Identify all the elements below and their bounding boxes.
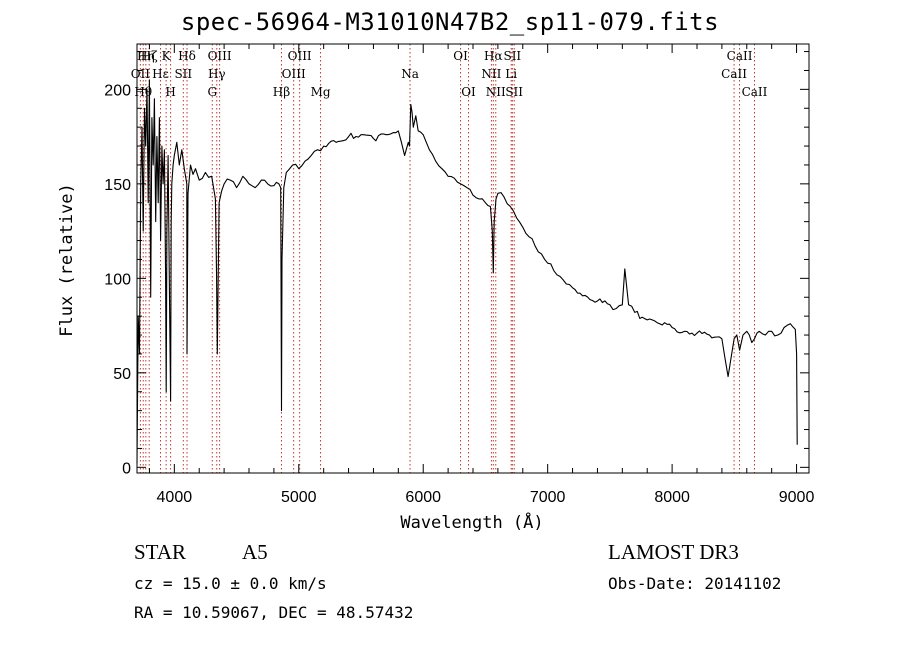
spectral-line-label: Hβ [273, 85, 290, 99]
spectral-line-label: OIII [208, 49, 232, 63]
y-tick-label: 200 [104, 82, 131, 99]
spectral-line-label: Li [505, 67, 517, 81]
spectral-line-label: Hζ [141, 49, 158, 63]
spectral-line-label: K [162, 49, 172, 63]
x-tick-label: 7000 [530, 489, 566, 506]
spectral-line-label: Na [401, 67, 419, 81]
spectral-line-label: NII [481, 67, 501, 81]
axis-ticks-layer: 4000 5000 6000 7000 8000 9000 0 50 100 150 200 [104, 44, 814, 506]
spectral-line-label: OI [461, 85, 476, 99]
series-layer [136, 79, 798, 464]
spectral-line-label: Hα [484, 49, 503, 63]
spectral-line-label: Hη [137, 49, 155, 63]
x-tick-label: 8000 [654, 489, 690, 506]
survey-name: LAMOST DR3 [608, 540, 739, 564]
object-subclass: A5 [242, 540, 268, 564]
y-axis-label: Flux (relative) [57, 183, 77, 337]
spectral-line-label: Hδ [178, 49, 196, 63]
plot-frame [136, 43, 810, 474]
spectral-line-label: Mg [311, 85, 331, 99]
spectral-line-label: SII [174, 67, 192, 81]
x-tick-label: 4000 [157, 489, 193, 506]
x-axis-label: Wavelength (Å) [400, 511, 543, 533]
obs-date: Obs-Date: 20141102 [608, 574, 782, 593]
flux-series-line [136, 79, 798, 464]
x-tick-label: 6000 [405, 489, 441, 506]
x-tick-label: 9000 [779, 489, 815, 506]
spectral-line-label: CaII [742, 85, 768, 99]
spectral-line-label: OII [131, 67, 151, 81]
spectral-line-label: CaII [721, 67, 747, 81]
spectral-line-label: SII [503, 49, 521, 63]
spectral-line-label: CaII [727, 49, 753, 63]
y-tick-label: 100 [104, 271, 131, 288]
spectral-line-label: OI [453, 49, 468, 63]
redshift-cz: cz = 15.0 ± 0.0 km/s [134, 574, 327, 593]
spectral-line-label: NII [486, 85, 506, 99]
spectral-line-label: H [165, 85, 175, 99]
object-class: STAR [134, 540, 186, 564]
spectral-line-label: SII [505, 85, 523, 99]
spectral-line-label: OIII [282, 67, 306, 81]
chart-title: spec-56964-M31010N47B2_sp11-079.fits [180, 8, 720, 36]
spectral-line-label: Hε [152, 67, 169, 81]
spectral-line-label: G [207, 85, 217, 99]
spectral-lines-layer [139, 44, 755, 473]
spectral-line-label: OIII [288, 49, 312, 63]
y-tick-label: 50 [113, 366, 131, 383]
y-tick-label: 0 [122, 460, 131, 477]
ra-dec: RA = 10.59067, DEC = 48.57432 [134, 603, 414, 622]
x-tick-label: 5000 [281, 489, 317, 506]
spectral-line-label: Hγ [208, 67, 226, 81]
spectral-line-label: Hθ [134, 85, 152, 99]
y-tick-label: 150 [104, 177, 131, 194]
